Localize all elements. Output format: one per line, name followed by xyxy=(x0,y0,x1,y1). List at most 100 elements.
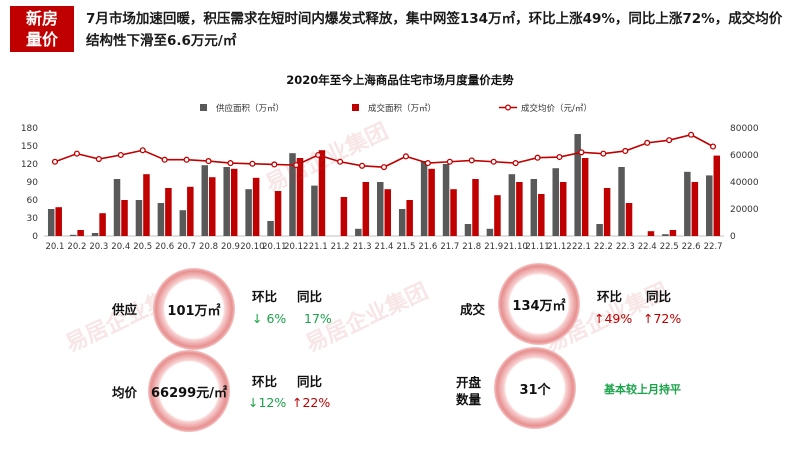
deal-bar xyxy=(494,195,501,236)
x-tick-label: 21.5 xyxy=(396,242,415,252)
deal-bar xyxy=(450,189,457,236)
legend-supply-label: 供应面积（万㎡） xyxy=(216,103,284,114)
open-ring: 31个 xyxy=(494,347,576,429)
x-tick-label: 22.4 xyxy=(638,242,657,252)
chart: 0 30 60 90 120 150 180 0 20000 40000 60000 80000 20.… xyxy=(21,103,759,252)
supply-ring: 101万㎡ xyxy=(153,268,235,350)
price-point xyxy=(446,158,453,165)
x-tick-label: 21.9 xyxy=(484,242,503,252)
price-point xyxy=(578,149,585,156)
supply-value: 101万㎡ xyxy=(167,303,221,319)
deal-bar xyxy=(384,189,391,236)
deal-bar xyxy=(77,230,84,236)
price-yoy-label: 同比 xyxy=(297,374,323,389)
supply-bar xyxy=(355,228,362,236)
supply-yoy-label: 同比 xyxy=(297,289,323,304)
supply-bar xyxy=(267,221,274,236)
y-left-tick-label: 150 xyxy=(21,142,38,152)
price-point xyxy=(709,143,717,150)
supply-yoy: 17% xyxy=(304,311,332,326)
supply-bar xyxy=(245,189,252,236)
price-point xyxy=(95,156,102,163)
price-mom-label: 环比 xyxy=(252,374,278,389)
supply-bar xyxy=(377,182,384,236)
x-tick-label: 22.5 xyxy=(660,242,679,252)
price-point xyxy=(644,139,651,146)
price-value: 66299元/㎡ xyxy=(151,385,227,401)
supply-label: 供应 xyxy=(112,302,138,317)
open-label-line1: 开盘 xyxy=(456,375,482,390)
x-tick-label: 20.5 xyxy=(133,242,152,252)
y-left-tick-label: 120 xyxy=(21,160,38,170)
x-tick-label: 22.7 xyxy=(704,242,723,252)
deal-bar xyxy=(274,191,282,236)
price-point xyxy=(424,160,431,167)
supply-bar xyxy=(311,185,318,236)
supply-bar xyxy=(552,168,559,236)
supply-bar xyxy=(706,175,713,236)
y-right-tick-label: 20000 xyxy=(730,205,759,215)
supply-bar xyxy=(157,203,165,236)
price-point xyxy=(73,150,80,157)
x-tick-label: 21.6 xyxy=(418,242,437,252)
supply-bar xyxy=(464,224,472,236)
price-point xyxy=(622,147,629,154)
x-tick-label: 20.9 xyxy=(221,242,240,252)
supply-bar xyxy=(91,233,99,236)
x-tick-label: 21.7 xyxy=(440,242,459,252)
y-right-tick-label: 0 xyxy=(730,232,736,242)
price-point xyxy=(227,160,234,167)
price-point xyxy=(293,162,300,169)
supply-bar xyxy=(69,234,77,236)
price-point xyxy=(359,162,366,169)
y-right-tick-label: 40000 xyxy=(730,178,759,188)
price-point xyxy=(380,164,388,171)
deal-mom-label: 环比 xyxy=(597,289,623,304)
price-point xyxy=(183,156,190,163)
legend-price-marker xyxy=(504,104,512,111)
supply-bar xyxy=(596,224,603,236)
deal-bar xyxy=(647,231,655,236)
x-tick-label: 22.3 xyxy=(616,242,635,252)
deal-bar xyxy=(209,177,216,236)
price-point xyxy=(534,154,541,161)
legend-deal-swatch xyxy=(352,104,359,111)
deal-bar xyxy=(55,207,62,236)
x-tick-label: 21.1 xyxy=(309,242,328,252)
deal-bar xyxy=(318,150,326,236)
price-yoy: ↑22% xyxy=(292,395,331,410)
y-left-tick-label: 60 xyxy=(27,196,39,206)
supply-bar xyxy=(684,171,691,236)
deal-bar xyxy=(187,186,194,236)
y-right-tick-label: 80000 xyxy=(730,124,759,134)
price-point xyxy=(315,151,322,159)
x-tick-label: 20.8 xyxy=(199,242,218,252)
deal-bar xyxy=(581,158,589,236)
supply-bar xyxy=(289,153,296,236)
price-point xyxy=(117,151,124,159)
open-label-line2: 数量 xyxy=(456,392,482,407)
price-mom: ↓12% xyxy=(248,395,287,410)
deal-bar xyxy=(143,174,150,236)
deal-bar xyxy=(516,182,523,236)
deal-yoy: ↑72% xyxy=(643,311,682,326)
supply-bar xyxy=(47,209,55,236)
headline: 7月市场加速回暖，积压需求在短时间内爆发式释放，集中网签134万㎡，环比上涨49… xyxy=(86,11,783,49)
x-tick-label: 20.3 xyxy=(89,242,108,252)
x-tick-label: 20.6 xyxy=(155,242,174,252)
open-note: 基本较上月持平 xyxy=(604,383,681,396)
x-tick-label: 20.7 xyxy=(177,242,196,252)
x-tick-label: 21.10 xyxy=(503,242,527,252)
deal-bar xyxy=(691,182,699,236)
supply-bar xyxy=(201,165,209,236)
deal-yoy-label: 同比 xyxy=(646,289,672,304)
supply-bar xyxy=(662,234,669,236)
price-ring: 66299元/㎡ xyxy=(148,350,230,432)
price-point xyxy=(139,147,146,154)
price-point xyxy=(161,156,168,163)
y-left-tick-label: 0 xyxy=(32,232,38,242)
x-tick-label: 20.11 xyxy=(262,242,286,252)
price-point xyxy=(490,158,497,165)
legend-supply-swatch xyxy=(200,104,207,111)
supply-bar xyxy=(486,228,494,236)
